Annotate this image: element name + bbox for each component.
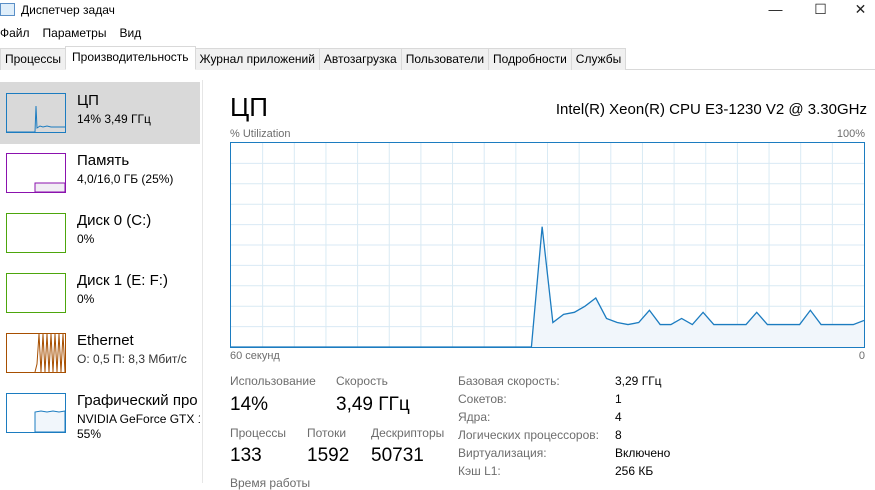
sidebar-item-memory[interactable]: Память 4,0/16,0 ГБ (25%) bbox=[0, 142, 200, 204]
disk0-thumbnail bbox=[6, 213, 66, 253]
sidebar-divider[interactable] bbox=[202, 80, 203, 483]
detail-value: 8 bbox=[615, 428, 622, 442]
threads-label: Потоки bbox=[307, 426, 347, 440]
resource-sidebar: ЦП 14% 3,49 ГГц Память 4,0/16,0 ГБ (25%)… bbox=[0, 80, 200, 483]
sidebar-item-name: Графический про bbox=[77, 392, 198, 409]
speed-value: 3,49 ГГц bbox=[336, 394, 410, 415]
menu-file[interactable]: Файл bbox=[0, 26, 30, 40]
close-button[interactable]: ✕ bbox=[854, 1, 867, 17]
sidebar-item-name: ЦП bbox=[77, 92, 99, 109]
sidebar-item-value: 14% 3,49 ГГц bbox=[77, 112, 151, 126]
tab-details[interactable]: Подробности bbox=[488, 48, 572, 70]
task-manager-icon bbox=[0, 3, 15, 16]
detail-value: Включено bbox=[615, 446, 671, 460]
sidebar-item-value: 0% bbox=[77, 292, 95, 306]
cpu-model: Intel(R) Xeon(R) CPU E3-1230 V2 @ 3.30GH… bbox=[555, 101, 867, 118]
detail-value: 256 КБ bbox=[615, 464, 654, 478]
x-right-label: 0 bbox=[858, 350, 865, 362]
chart-canvas bbox=[231, 143, 865, 348]
sidebar-item-name: Память bbox=[77, 152, 130, 169]
sidebar-item-name: Ethernet bbox=[77, 332, 134, 349]
tab-services[interactable]: Службы bbox=[570, 48, 627, 70]
tab-processes[interactable]: Процессы bbox=[0, 48, 67, 70]
detail-value: 1 bbox=[615, 392, 622, 406]
menu-view[interactable]: Вид bbox=[119, 26, 142, 40]
menu-options[interactable]: Параметры bbox=[42, 26, 107, 40]
cpu-thumbnail bbox=[6, 93, 66, 133]
tab-bar: Процессы Производительность Журнал прило… bbox=[0, 46, 875, 70]
handles-value: 50731 bbox=[371, 445, 424, 466]
handles-label: Дескрипторы bbox=[371, 426, 445, 440]
sidebar-item-value: О: 0,5 П: 8,3 Мбит/с bbox=[77, 352, 187, 366]
tab-performance[interactable]: Производительность bbox=[65, 46, 196, 70]
speed-label: Скорость bbox=[336, 374, 388, 388]
window-title: Диспетчер задач bbox=[21, 3, 115, 17]
gpu-thumbnail bbox=[6, 393, 66, 433]
sidebar-item-name: Диск 0 (C:) bbox=[77, 212, 152, 229]
tab-startup[interactable]: Автозагрузка bbox=[318, 48, 402, 70]
y-axis-label: % Utilization bbox=[230, 128, 291, 140]
title-bar: Диспетчер задач — ☐ ✕ bbox=[0, 0, 875, 22]
detail-label: Кэш L1: bbox=[458, 464, 501, 478]
usage-label: Использование bbox=[230, 374, 316, 388]
sidebar-item-gpu[interactable]: Графический про NVIDIA GeForce GTX 10 55… bbox=[0, 382, 200, 444]
disk1-thumbnail bbox=[6, 273, 66, 313]
detail-label: Базовая скорость: bbox=[458, 374, 560, 388]
detail-label: Сокетов: bbox=[458, 392, 507, 406]
usage-value: 14% bbox=[230, 394, 269, 415]
tab-app-history[interactable]: Журнал приложений bbox=[194, 48, 320, 70]
sidebar-item-name: Диск 1 (E: F:) bbox=[77, 272, 168, 289]
minimize-button[interactable]: — bbox=[768, 1, 783, 17]
detail-label: Виртуализация: bbox=[458, 446, 547, 460]
processes-value: 133 bbox=[230, 445, 262, 466]
detail-value: 4 bbox=[615, 410, 622, 424]
memory-thumbnail bbox=[6, 153, 66, 193]
sidebar-item-disk1[interactable]: Диск 1 (E: F:) 0% bbox=[0, 262, 200, 324]
sidebar-item-ethernet[interactable]: Ethernet О: 0,5 П: 8,3 Мбит/с bbox=[0, 322, 200, 384]
cpu-usage-chart bbox=[230, 142, 865, 348]
sidebar-item-value2: 55% bbox=[77, 427, 102, 441]
processes-label: Процессы bbox=[230, 426, 287, 440]
uptime-label: Время работы bbox=[230, 476, 311, 490]
detail-label: Логических процессоров: bbox=[458, 428, 599, 442]
sidebar-item-value: 4,0/16,0 ГБ (25%) bbox=[77, 172, 174, 186]
x-left-label: 60 секунд bbox=[230, 350, 280, 362]
sidebar-item-value: NVIDIA GeForce GTX 10 bbox=[77, 412, 200, 426]
sidebar-item-value: 0% bbox=[77, 232, 95, 246]
tab-users[interactable]: Пользователи bbox=[400, 48, 490, 70]
usage-area bbox=[231, 226, 864, 347]
sidebar-item-cpu[interactable]: ЦП 14% 3,49 ГГц bbox=[0, 82, 200, 144]
sidebar-item-disk0[interactable]: Диск 0 (C:) 0% bbox=[0, 202, 200, 264]
detail-value: 3,29 ГГц bbox=[615, 374, 662, 388]
detail-label: Ядра: bbox=[458, 410, 491, 424]
threads-value: 1592 bbox=[307, 445, 350, 466]
maximize-button[interactable]: ☐ bbox=[814, 1, 827, 17]
y-max-label: 100% bbox=[836, 128, 865, 140]
page-title: ЦП bbox=[230, 92, 268, 122]
menu-bar: Файл Параметры Вид bbox=[0, 26, 154, 44]
ethernet-thumbnail bbox=[6, 333, 66, 373]
